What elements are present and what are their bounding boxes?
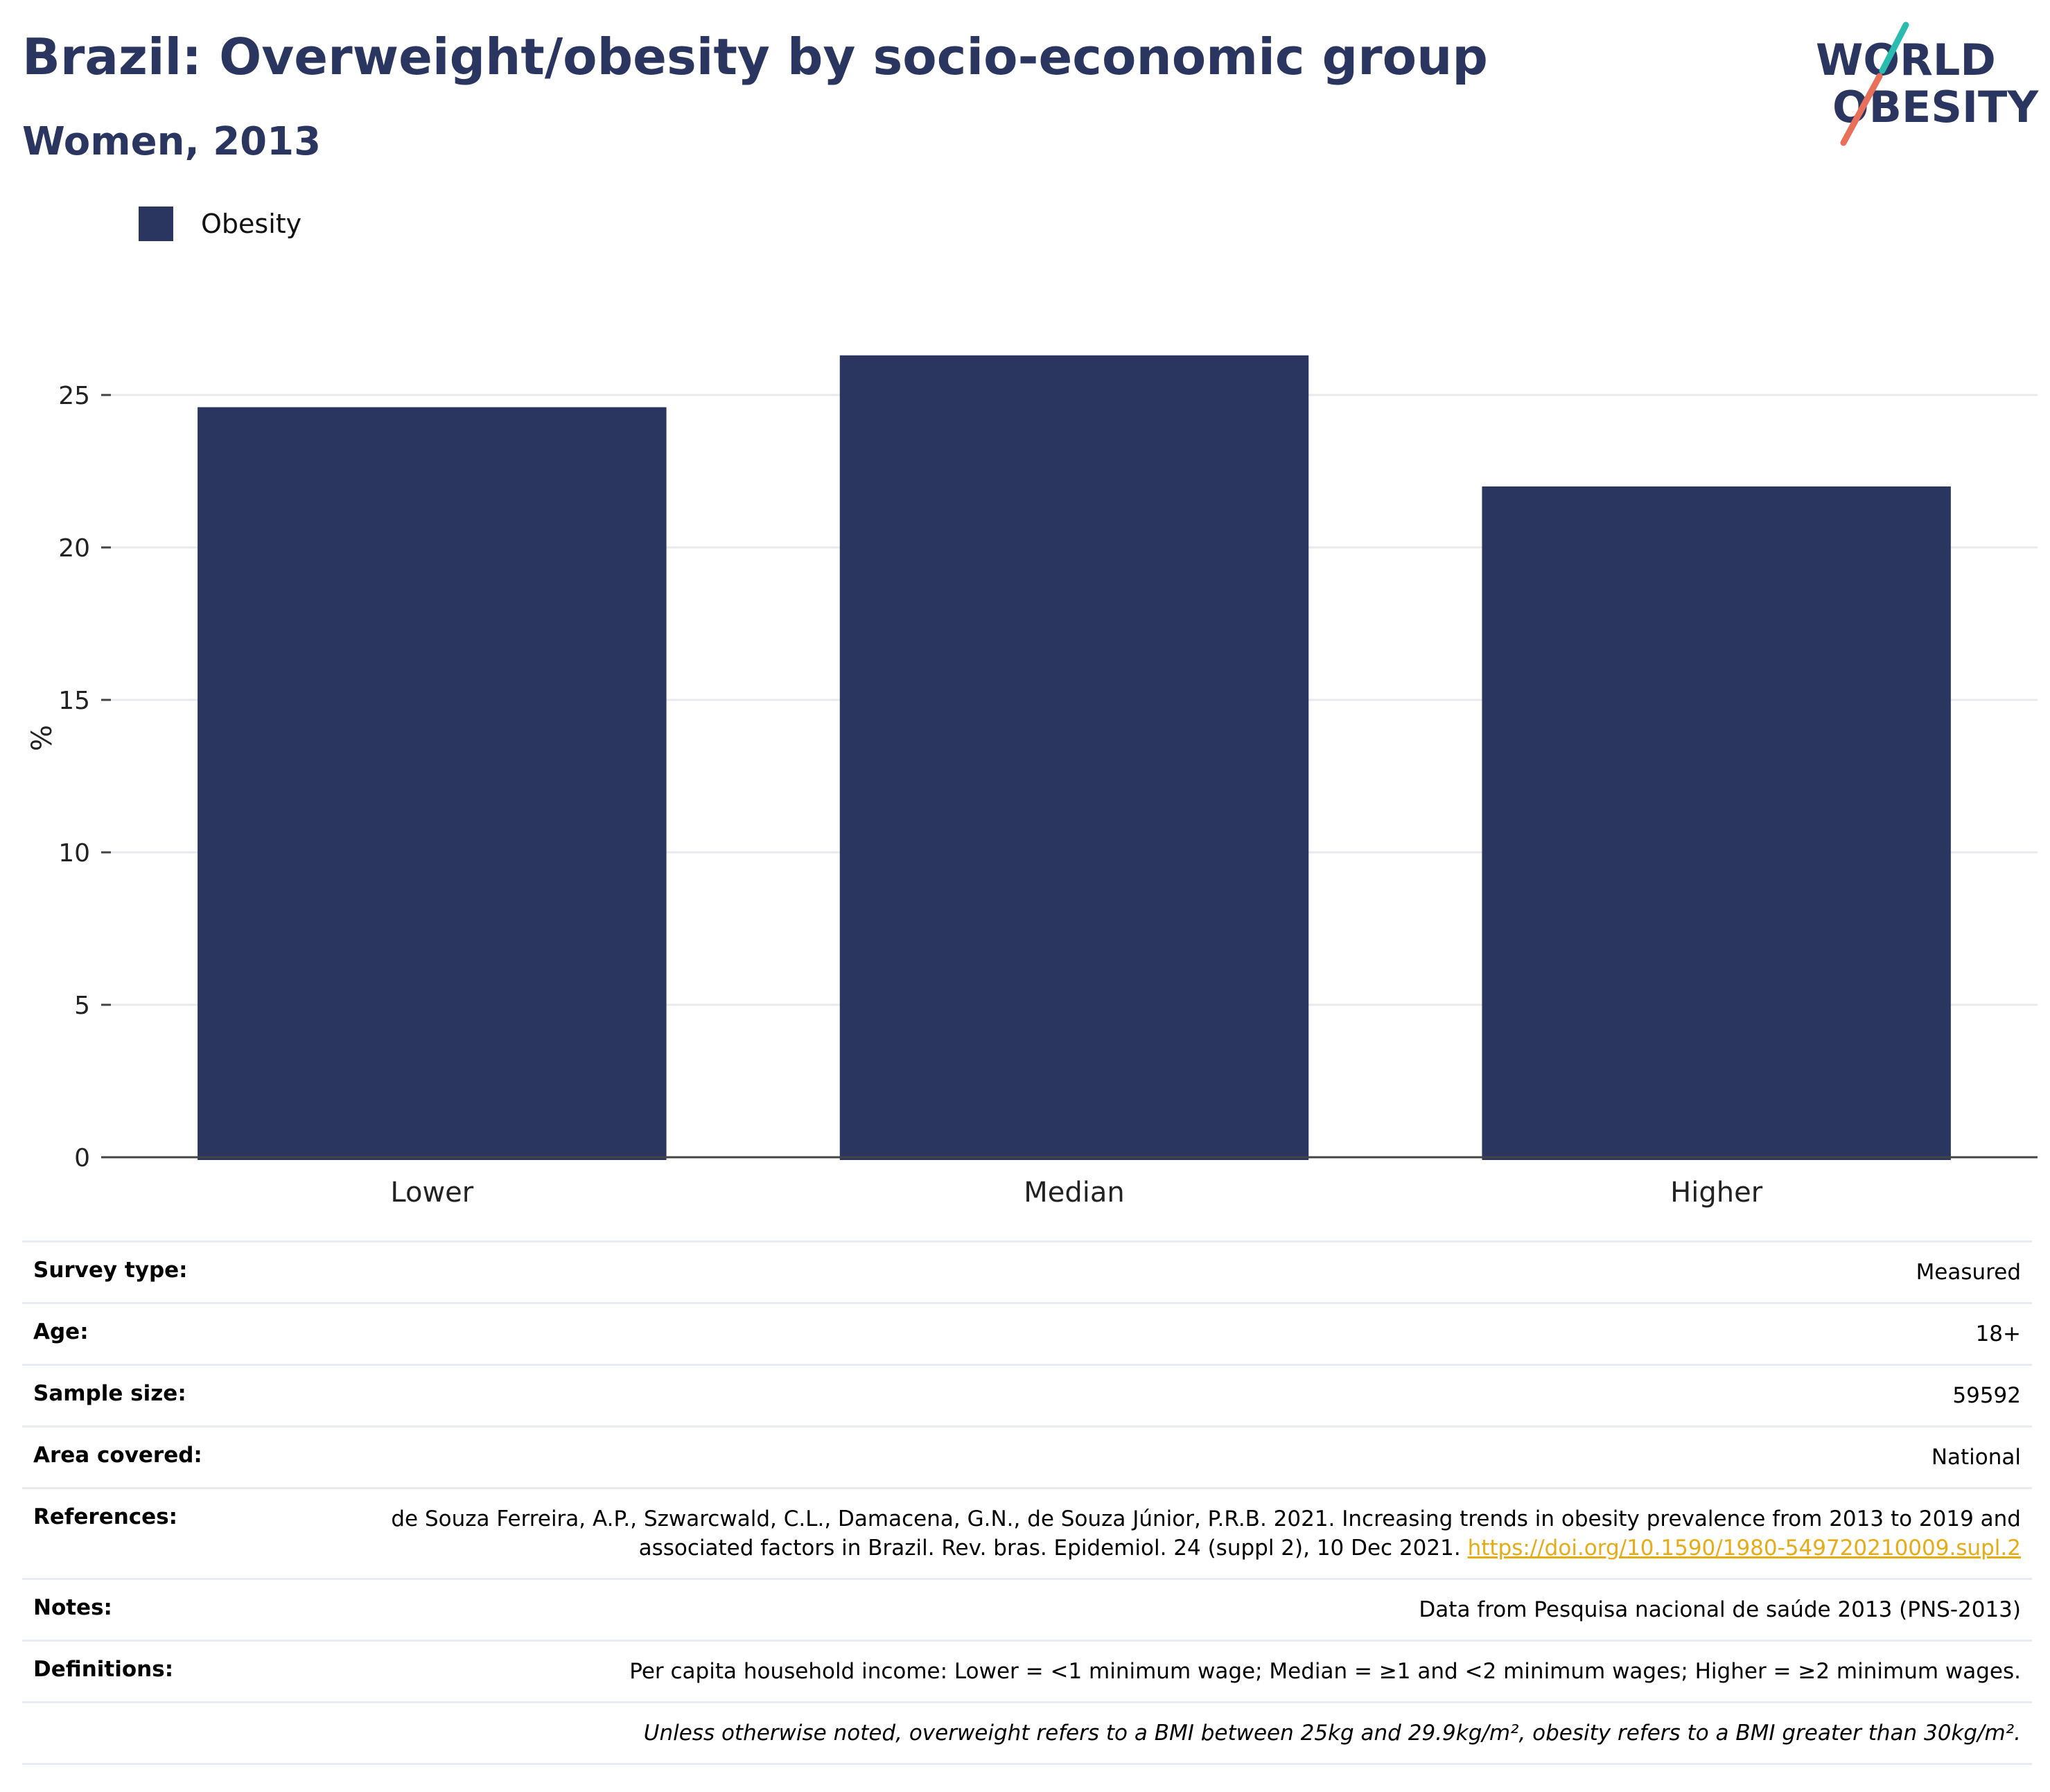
bar-higher [1482, 486, 1951, 1160]
chart-title: Brazil: Overweight/obesity by socio-econ… [22, 28, 1488, 86]
y-axis-label: % [26, 725, 58, 751]
x-tick-label: Median [1024, 1177, 1125, 1209]
meta-value: Measured [335, 1240, 2032, 1303]
meta-row-area-covered: Area covered: National [22, 1425, 2032, 1488]
legend-swatch [139, 207, 173, 241]
bar-chart: 0 5 10 15 20 25% Lower Median Higher [26, 355, 2038, 1209]
chart-subtitle: Women, 2013 [22, 119, 322, 164]
meta-row-footnote: Unless otherwise noted, overweight refer… [22, 1701, 2032, 1765]
meta-label: Area covered: [22, 1425, 335, 1488]
survey-metadata-table: Survey type: Measured Age: 18+ Sample si… [22, 1240, 2032, 1765]
reference-text: de Souza Ferreira, A.P., Szwarcwald, C.L… [391, 1506, 2021, 1561]
reference-doi-link[interactable]: https://doi.org/10.1590/1980-54972021000… [1467, 1536, 2021, 1561]
meta-value: Per capita household income: Lower = <1 … [335, 1640, 2032, 1703]
meta-label: Definitions: [22, 1640, 335, 1703]
y-tick-label: 20 [58, 534, 90, 563]
meta-row-age: Age: 18+ [22, 1302, 2032, 1365]
meta-row-survey-type: Survey type: Measured [22, 1240, 2032, 1303]
bar-lower [198, 407, 667, 1160]
meta-value: Data from Pesquisa nacional de saúde 201… [335, 1578, 2032, 1641]
y-tick-label: 15 [58, 687, 90, 715]
meta-row-sample-size: Sample size: 59592 [22, 1364, 2032, 1427]
meta-value: 18+ [335, 1302, 2032, 1365]
y-tick-label: 5 [74, 992, 90, 1020]
legend-label-obesity: Obesity [201, 209, 302, 239]
meta-label: Sample size: [22, 1364, 335, 1427]
y-tick-label: 10 [58, 839, 90, 868]
meta-row-definitions: Definitions: Per capita household income… [22, 1640, 2032, 1703]
legend: Obesity [139, 207, 301, 241]
world-obesity-logo: WORLD OBESITY [1802, 21, 2038, 152]
meta-value: de Souza Ferreira, A.P., Szwarcwald, C.L… [335, 1487, 2032, 1579]
y-tick-label: 25 [58, 382, 90, 410]
x-tick-label: Higher [1670, 1177, 1763, 1209]
meta-label: Age: [22, 1302, 335, 1365]
meta-label: Survey type: [22, 1240, 335, 1303]
logo-line-1: WORLD [1816, 35, 1996, 85]
meta-label-empty [22, 1701, 335, 1765]
bmi-footnote: Unless otherwise noted, overweight refer… [335, 1701, 2032, 1765]
meta-value: National [335, 1425, 2032, 1488]
bar-median [839, 355, 1309, 1160]
meta-row-references: References: de Souza Ferreira, A.P., Szw… [22, 1487, 2032, 1579]
y-tick-label: 0 [74, 1144, 90, 1172]
logo-slash-icon [1840, 21, 1909, 146]
meta-value: 59592 [335, 1364, 2032, 1427]
meta-row-notes: Notes: Data from Pesquisa nacional de sa… [22, 1578, 2032, 1641]
logo-line-2: OBESITY [1832, 82, 2039, 132]
meta-label: Notes: [22, 1578, 335, 1641]
x-tick-label: Lower [390, 1177, 473, 1209]
meta-label: References: [22, 1487, 335, 1579]
